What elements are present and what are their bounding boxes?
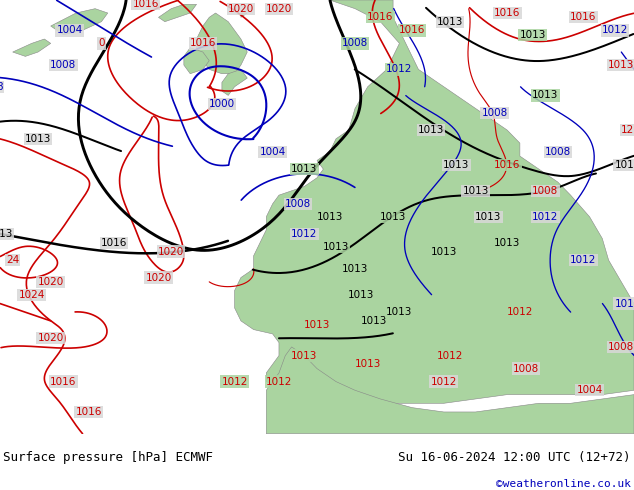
Text: 1008: 1008 [285,199,311,209]
Polygon shape [241,13,247,17]
Text: 1008: 1008 [342,38,368,49]
Text: 1013: 1013 [532,90,559,100]
Text: 1012: 1012 [614,298,634,309]
Text: 1016: 1016 [494,8,521,18]
Polygon shape [266,347,634,434]
Text: 1020: 1020 [228,3,254,14]
Text: 1016: 1016 [50,377,77,387]
Text: 0: 0 [98,38,105,49]
Text: 1004: 1004 [259,147,286,157]
Text: 1008: 1008 [513,364,540,373]
Text: 1013: 1013 [430,246,457,257]
Text: 1013: 1013 [494,238,521,248]
Polygon shape [197,13,247,74]
Text: 1020: 1020 [266,3,292,14]
Text: 1013: 1013 [316,212,343,222]
Text: Su 16-06-2024 12:00 UTC (12+72): Su 16-06-2024 12:00 UTC (12+72) [398,451,631,464]
Text: 1016: 1016 [133,0,159,9]
Text: 1012: 1012 [507,307,533,317]
Text: 1004: 1004 [576,385,603,395]
Text: 1016: 1016 [190,38,216,49]
Text: 1008: 1008 [545,147,571,157]
Text: 1013: 1013 [0,229,13,239]
Text: Surface pressure [hPa] ECMWF: Surface pressure [hPa] ECMWF [3,451,213,464]
Text: 1013: 1013 [348,290,375,300]
Text: 1020: 1020 [158,246,184,257]
Text: 1013: 1013 [462,186,489,196]
Text: 1013: 1013 [443,160,470,170]
Text: 1024: 1024 [18,290,45,300]
Text: 1013: 1013 [418,125,444,135]
Text: 1013: 1013 [361,316,387,326]
Text: 1008: 1008 [608,342,634,352]
Text: 1012: 1012 [221,377,248,387]
Text: 1008: 1008 [50,60,77,70]
Polygon shape [222,70,247,96]
Text: 1013: 1013 [291,164,318,174]
Text: ©weatheronline.co.uk: ©weatheronline.co.uk [496,479,631,489]
Text: 1012: 1012 [532,212,559,222]
Text: 1016: 1016 [101,238,127,248]
Text: 1012: 1012 [291,229,318,239]
Text: 1013: 1013 [475,212,501,222]
Text: 1016: 1016 [570,12,597,23]
Text: 1016: 1016 [75,407,102,417]
Text: 12: 12 [621,125,634,135]
Text: 1013: 1013 [386,307,413,317]
Polygon shape [51,9,108,35]
Text: 1012: 1012 [430,377,457,387]
Text: 1016: 1016 [399,25,425,35]
Polygon shape [184,48,209,74]
Polygon shape [13,39,51,56]
Text: 1004: 1004 [56,25,83,35]
Text: 1013: 1013 [342,264,368,274]
Text: 24: 24 [6,255,19,265]
Text: 1012: 1012 [570,255,597,265]
Text: 1016: 1016 [367,12,394,23]
Text: 1013: 1013 [437,17,463,26]
Text: 1012: 1012 [386,64,413,74]
Text: 1008: 1008 [532,186,559,196]
Polygon shape [235,0,634,403]
Text: 8: 8 [0,82,3,92]
Text: 1020: 1020 [145,272,172,283]
Text: 1008: 1008 [481,108,508,118]
Text: 1016: 1016 [494,160,521,170]
Text: 1000: 1000 [209,99,235,109]
Text: 1012: 1012 [266,377,292,387]
Text: 1012: 1012 [437,350,463,361]
Text: 1020: 1020 [37,333,64,343]
Text: 1013: 1013 [25,134,51,144]
Text: 1013: 1013 [323,242,349,252]
Text: 1013: 1013 [291,350,318,361]
Text: 1020: 1020 [37,277,64,287]
Text: 1013: 1013 [354,359,381,369]
Polygon shape [158,4,197,22]
Text: 1013: 1013 [304,320,330,330]
Text: 1013: 1013 [519,30,546,40]
Text: 1012: 1012 [602,25,628,35]
Text: 1013: 1013 [608,60,634,70]
Text: 1013: 1013 [614,160,634,170]
Text: 1013: 1013 [380,212,406,222]
